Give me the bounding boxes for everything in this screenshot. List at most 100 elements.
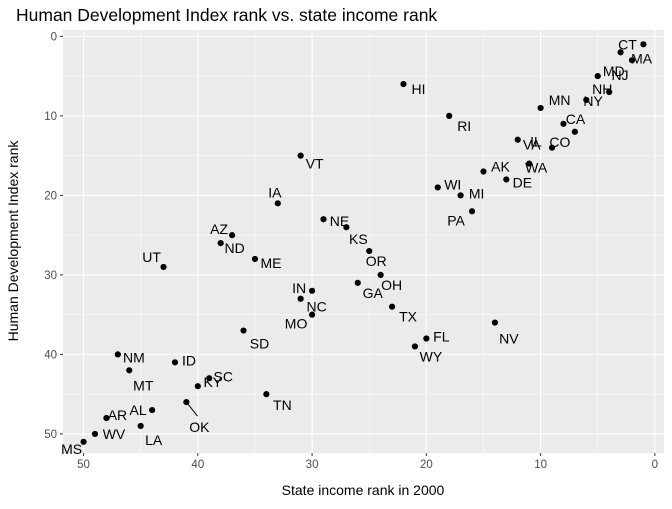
data-point-hi — [400, 80, 407, 88]
data-point-nv — [491, 319, 498, 326]
point-label-ri: RI — [457, 118, 471, 134]
x-tick-label: 20 — [420, 459, 433, 471]
point-label-ca: CA — [566, 111, 586, 127]
data-point-tx — [388, 303, 396, 310]
data-point-wv — [91, 430, 99, 438]
data-point-nm — [114, 351, 121, 358]
data-point-ct — [640, 41, 647, 48]
data-point-sc — [206, 375, 213, 382]
point-label-wv: WV — [103, 426, 126, 442]
data-point-oh — [377, 271, 384, 278]
y-tick-label: 40 — [44, 349, 57, 361]
minor-gridlines — [63, 30, 664, 453]
x-tick-label: 10 — [534, 459, 547, 471]
point-label-ks: KS — [349, 231, 368, 247]
point-label-al: AL — [130, 402, 147, 418]
data-point-ks — [343, 224, 350, 231]
data-point-co — [571, 128, 578, 135]
point-label-nm: NM — [123, 349, 145, 365]
point-label-oh: OH — [381, 277, 402, 293]
point-label-nj: NJ — [611, 67, 628, 83]
point-label-mi: MI — [469, 185, 485, 201]
point-label-ms: MS — [61, 441, 82, 457]
point-label-ut: UT — [142, 249, 161, 265]
data-point-ne — [320, 216, 327, 223]
point-label-wy: WY — [420, 348, 443, 364]
point-label-vt: VT — [306, 156, 324, 172]
y-tick-label: 50 — [44, 429, 57, 441]
point-label-il: IL — [530, 134, 542, 150]
point-label-ne: NE — [330, 213, 349, 229]
x-tick-label: 40 — [191, 459, 204, 471]
data-point-vt — [297, 152, 304, 159]
data-point-mt — [126, 367, 133, 374]
data-point-id — [171, 359, 179, 366]
data-point-ut — [160, 263, 167, 271]
point-label-ia: IA — [268, 184, 282, 200]
point-label-ky: KY — [203, 374, 222, 390]
point-label-in: IN — [292, 280, 306, 296]
data-point-in — [308, 287, 316, 294]
point-label-nc: NC — [307, 299, 327, 315]
data-point-mo — [308, 311, 316, 318]
data-point-wy — [411, 343, 419, 350]
data-point-wa — [526, 160, 533, 167]
data-point-wi — [434, 184, 441, 191]
data-point-ny — [606, 88, 613, 96]
point-label-sd: SD — [250, 336, 269, 352]
point-label-hi: HI — [411, 81, 425, 97]
y-tick-label: 30 — [44, 270, 57, 282]
point-label-mt: MT — [133, 377, 154, 393]
data-point-la — [137, 422, 144, 430]
x-tick-label: 50 — [77, 459, 90, 471]
data-points — [80, 41, 647, 445]
plot-panel — [63, 30, 664, 453]
point-label-la: LA — [145, 432, 163, 448]
data-point-ak — [480, 168, 487, 175]
point-label-wi: WI — [444, 176, 461, 192]
y-tick-label: 10 — [44, 111, 57, 123]
point-label-tn: TN — [273, 397, 292, 413]
data-point-nh — [583, 96, 590, 104]
point-label-pa: PA — [447, 212, 465, 228]
point-label-az: AZ — [210, 221, 228, 237]
data-point-ri — [446, 112, 453, 119]
y-tick-label: 0 — [51, 31, 57, 43]
point-label-co: CO — [549, 134, 570, 150]
data-point-nd — [217, 239, 224, 247]
point-label-or: OR — [366, 253, 387, 269]
point-label-ar: AR — [108, 407, 127, 423]
data-point-ma — [617, 49, 624, 56]
data-point-ok — [183, 399, 190, 406]
data-point-il — [548, 144, 556, 151]
point-label-va: VA — [523, 137, 541, 153]
data-point-mi — [457, 192, 464, 199]
data-point-me — [251, 255, 259, 263]
point-label-ok: OK — [189, 419, 210, 435]
point-label-me: ME — [260, 255, 281, 271]
point-label-ak: AK — [491, 159, 510, 175]
y-tick-label: 20 — [44, 190, 57, 202]
y-axis-title: Human Development Index rank — [5, 140, 21, 342]
point-label-ct: CT — [618, 36, 637, 52]
point-label-nd: ND — [225, 240, 245, 256]
x-axis-title: State income rank in 2000 — [282, 482, 445, 498]
point-label-md: MD — [603, 63, 625, 79]
axis-ticks: 50 40 30 20 10 0 0 10 20 30 40 50 — [44, 31, 658, 471]
data-point-mn — [537, 104, 544, 112]
point-label-ma: MA — [631, 50, 653, 66]
point-label-wa: WA — [525, 160, 548, 176]
data-point-az — [229, 232, 236, 239]
point-label-ny: NY — [583, 93, 603, 109]
point-label-mn: MN — [549, 92, 571, 108]
point-label-id: ID — [182, 352, 196, 368]
point-label-sc: SC — [214, 368, 233, 384]
point-label-tx: TX — [399, 309, 418, 325]
data-point-ga — [354, 279, 361, 286]
data-point-de — [503, 176, 510, 183]
data-point-or — [366, 247, 373, 255]
data-point-pa — [468, 208, 476, 215]
